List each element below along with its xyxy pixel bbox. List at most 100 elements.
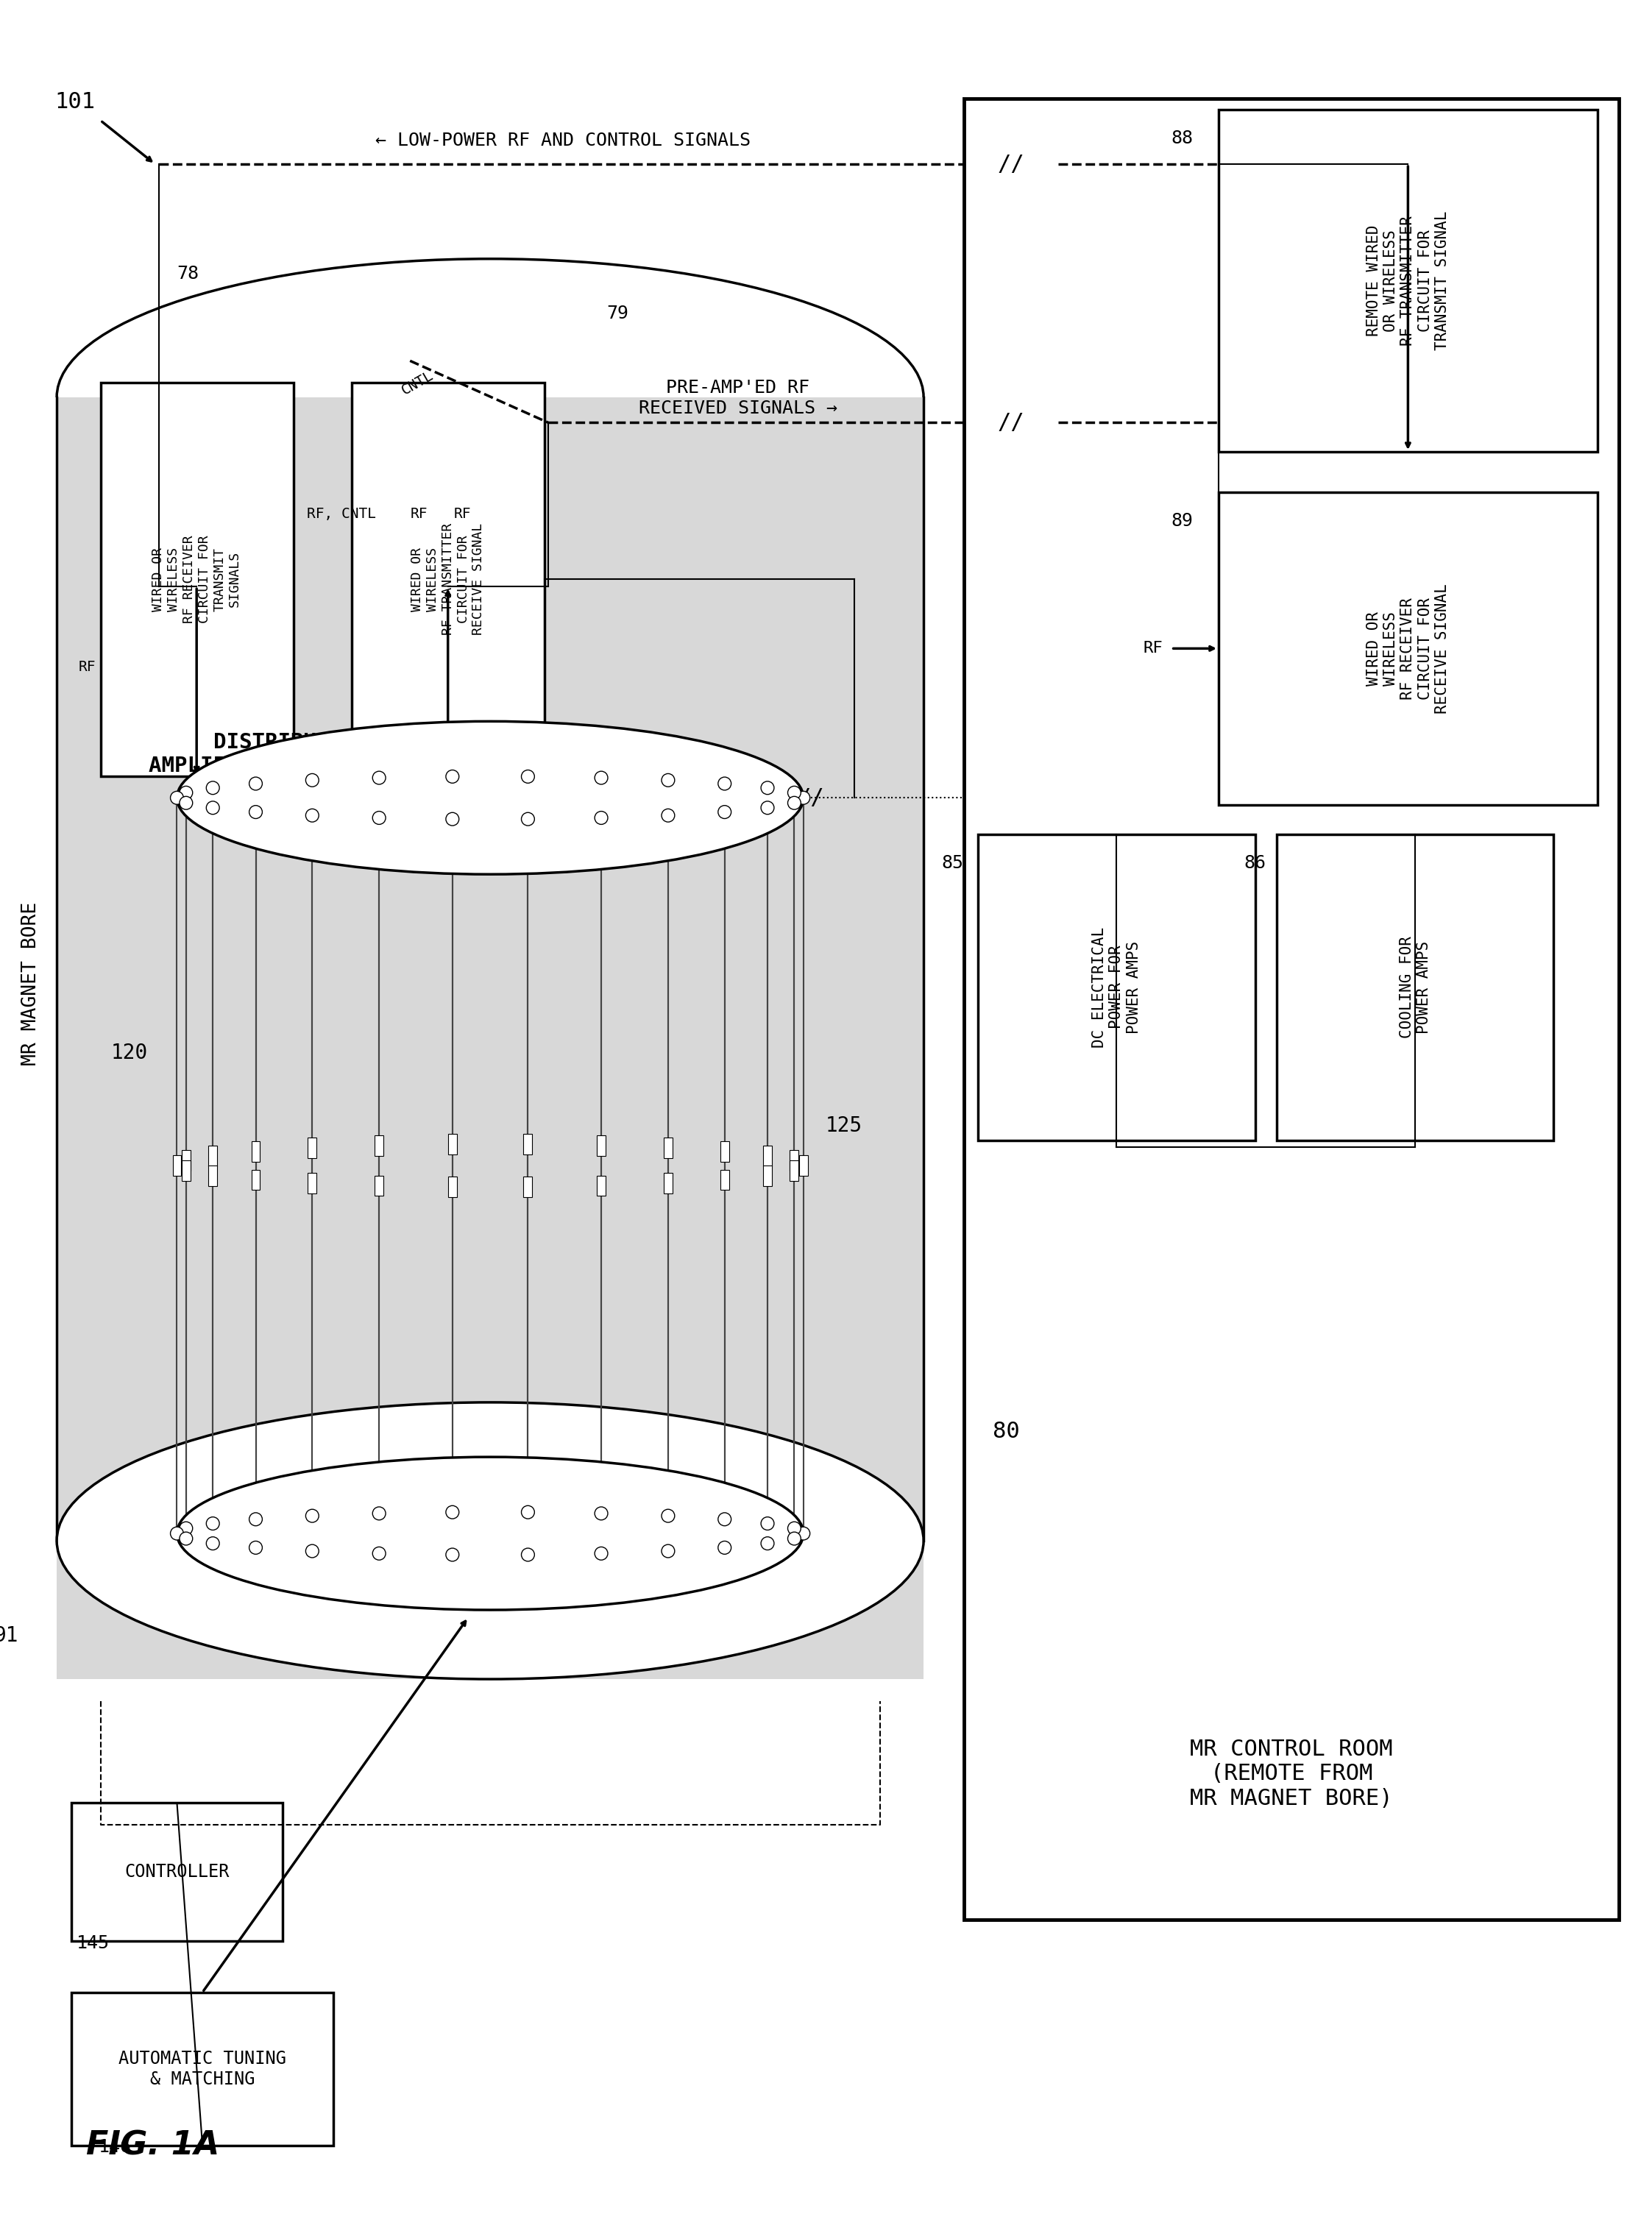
Bar xyxy=(101,383,294,775)
Circle shape xyxy=(206,782,220,795)
Text: 78: 78 xyxy=(177,263,198,281)
Bar xyxy=(664,1138,672,1158)
Bar xyxy=(71,1802,282,1942)
Circle shape xyxy=(796,790,809,804)
Circle shape xyxy=(249,777,263,790)
Text: 145: 145 xyxy=(76,1935,109,1953)
Bar xyxy=(963,100,1619,1920)
Text: RF: RF xyxy=(410,507,428,520)
Text: MR MAGNET BORE: MR MAGNET BORE xyxy=(21,901,41,1065)
Circle shape xyxy=(788,797,801,810)
Circle shape xyxy=(446,1548,459,1561)
Bar xyxy=(664,1173,672,1193)
Bar xyxy=(208,1165,216,1187)
Circle shape xyxy=(522,813,535,826)
Text: WIRED OR
WIRELESS
RF RECEIVER
CIRCUIT FOR
RECEIVE SIGNAL: WIRED OR WIRELESS RF RECEIVER CIRCUIT FO… xyxy=(1366,584,1449,713)
Bar xyxy=(800,1156,808,1176)
Circle shape xyxy=(373,1508,385,1521)
Text: MR CONTROL ROOM
(REMOTE FROM
MR MAGNET BORE): MR CONTROL ROOM (REMOTE FROM MR MAGNET B… xyxy=(1189,1738,1393,1809)
Bar xyxy=(307,1173,317,1193)
Circle shape xyxy=(788,786,801,799)
Circle shape xyxy=(249,1541,263,1554)
Circle shape xyxy=(180,797,193,810)
Bar xyxy=(524,1134,532,1153)
Text: CONTROLLER: CONTROLLER xyxy=(124,1864,230,1882)
Text: 89: 89 xyxy=(1171,511,1193,529)
Bar xyxy=(790,1160,798,1180)
Bar xyxy=(448,1134,458,1153)
Bar xyxy=(1219,108,1597,452)
Text: 86: 86 xyxy=(1244,855,1265,872)
Circle shape xyxy=(719,777,732,790)
Text: 88: 88 xyxy=(1171,131,1193,148)
Circle shape xyxy=(306,1510,319,1523)
Bar xyxy=(182,1160,190,1180)
Circle shape xyxy=(206,801,220,815)
Text: RF: RF xyxy=(79,660,96,673)
Circle shape xyxy=(180,786,193,799)
Circle shape xyxy=(595,1508,608,1521)
Circle shape xyxy=(595,1548,608,1561)
Circle shape xyxy=(762,801,775,815)
Circle shape xyxy=(522,770,535,784)
Bar xyxy=(71,1993,334,2145)
Bar xyxy=(596,1176,606,1196)
Text: 80: 80 xyxy=(993,1421,1019,1441)
Text: RF: RF xyxy=(454,507,471,520)
Text: 101: 101 xyxy=(55,91,96,113)
Circle shape xyxy=(170,1528,183,1541)
Text: //: // xyxy=(998,153,1024,175)
Text: FIG. 1A: FIG. 1A xyxy=(86,2130,220,2161)
Circle shape xyxy=(373,1548,385,1561)
Bar xyxy=(720,1169,729,1191)
Bar xyxy=(352,383,545,775)
Circle shape xyxy=(719,806,732,819)
Circle shape xyxy=(249,806,263,819)
Bar xyxy=(56,396,923,1678)
Text: WIRED OR
WIRELESS
RF RECEIVER
CIRCUIT FOR
TRANSMIT
SIGNALS: WIRED OR WIRELESS RF RECEIVER CIRCUIT FO… xyxy=(152,536,241,624)
Circle shape xyxy=(446,1506,459,1519)
Bar xyxy=(1277,835,1553,1140)
Circle shape xyxy=(661,1545,674,1559)
Circle shape xyxy=(762,782,775,795)
Ellipse shape xyxy=(177,722,803,875)
Bar xyxy=(208,1145,216,1167)
Circle shape xyxy=(661,773,674,786)
Text: PRE-AMP'ED RF
RECEIVED SIGNALS →: PRE-AMP'ED RF RECEIVED SIGNALS → xyxy=(638,379,838,416)
Circle shape xyxy=(762,1537,775,1550)
Circle shape xyxy=(719,1512,732,1525)
Circle shape xyxy=(373,810,385,824)
Text: 109: 109 xyxy=(552,759,583,777)
Bar xyxy=(375,1176,383,1196)
Bar xyxy=(182,1151,190,1171)
Circle shape xyxy=(446,813,459,826)
Circle shape xyxy=(796,1528,809,1541)
Bar xyxy=(978,835,1256,1140)
Text: 120: 120 xyxy=(111,1043,147,1063)
Circle shape xyxy=(661,1510,674,1523)
Text: RF, CNTL: RF, CNTL xyxy=(307,507,375,520)
Circle shape xyxy=(170,790,183,804)
Circle shape xyxy=(249,1512,263,1525)
Text: 79: 79 xyxy=(606,306,629,323)
Text: ← LOW-POWER RF AND CONTROL SIGNALS: ← LOW-POWER RF AND CONTROL SIGNALS xyxy=(375,131,750,148)
Text: //: // xyxy=(998,412,1024,434)
Text: DC ELECTRICAL
POWER FOR
POWER AMPS: DC ELECTRICAL POWER FOR POWER AMPS xyxy=(1092,928,1142,1047)
Text: 91: 91 xyxy=(0,1625,18,1645)
Bar xyxy=(763,1165,771,1187)
Circle shape xyxy=(180,1532,193,1545)
Text: WIRED OR
WIRELESS
RF TRANSMITTER
CIRCUIT FOR
RECEIVE SIGNAL: WIRED OR WIRELESS RF TRANSMITTER CIRCUIT… xyxy=(411,523,486,635)
Text: DISTRIBUTED POWER
AMPLIFIERS ON COIL ELEMENTS: DISTRIBUTED POWER AMPLIFIERS ON COIL ELE… xyxy=(149,733,497,777)
Bar xyxy=(763,1145,771,1167)
Text: COOLING FOR
POWER AMPS: COOLING FOR POWER AMPS xyxy=(1399,937,1431,1038)
Text: //: // xyxy=(798,788,824,808)
Bar xyxy=(375,1136,383,1156)
Circle shape xyxy=(206,1537,220,1550)
Text: 108: 108 xyxy=(301,759,332,777)
Circle shape xyxy=(595,770,608,784)
Circle shape xyxy=(306,808,319,821)
Circle shape xyxy=(180,1521,193,1534)
Bar xyxy=(307,1138,317,1158)
Bar xyxy=(596,1136,606,1156)
Circle shape xyxy=(595,810,608,824)
